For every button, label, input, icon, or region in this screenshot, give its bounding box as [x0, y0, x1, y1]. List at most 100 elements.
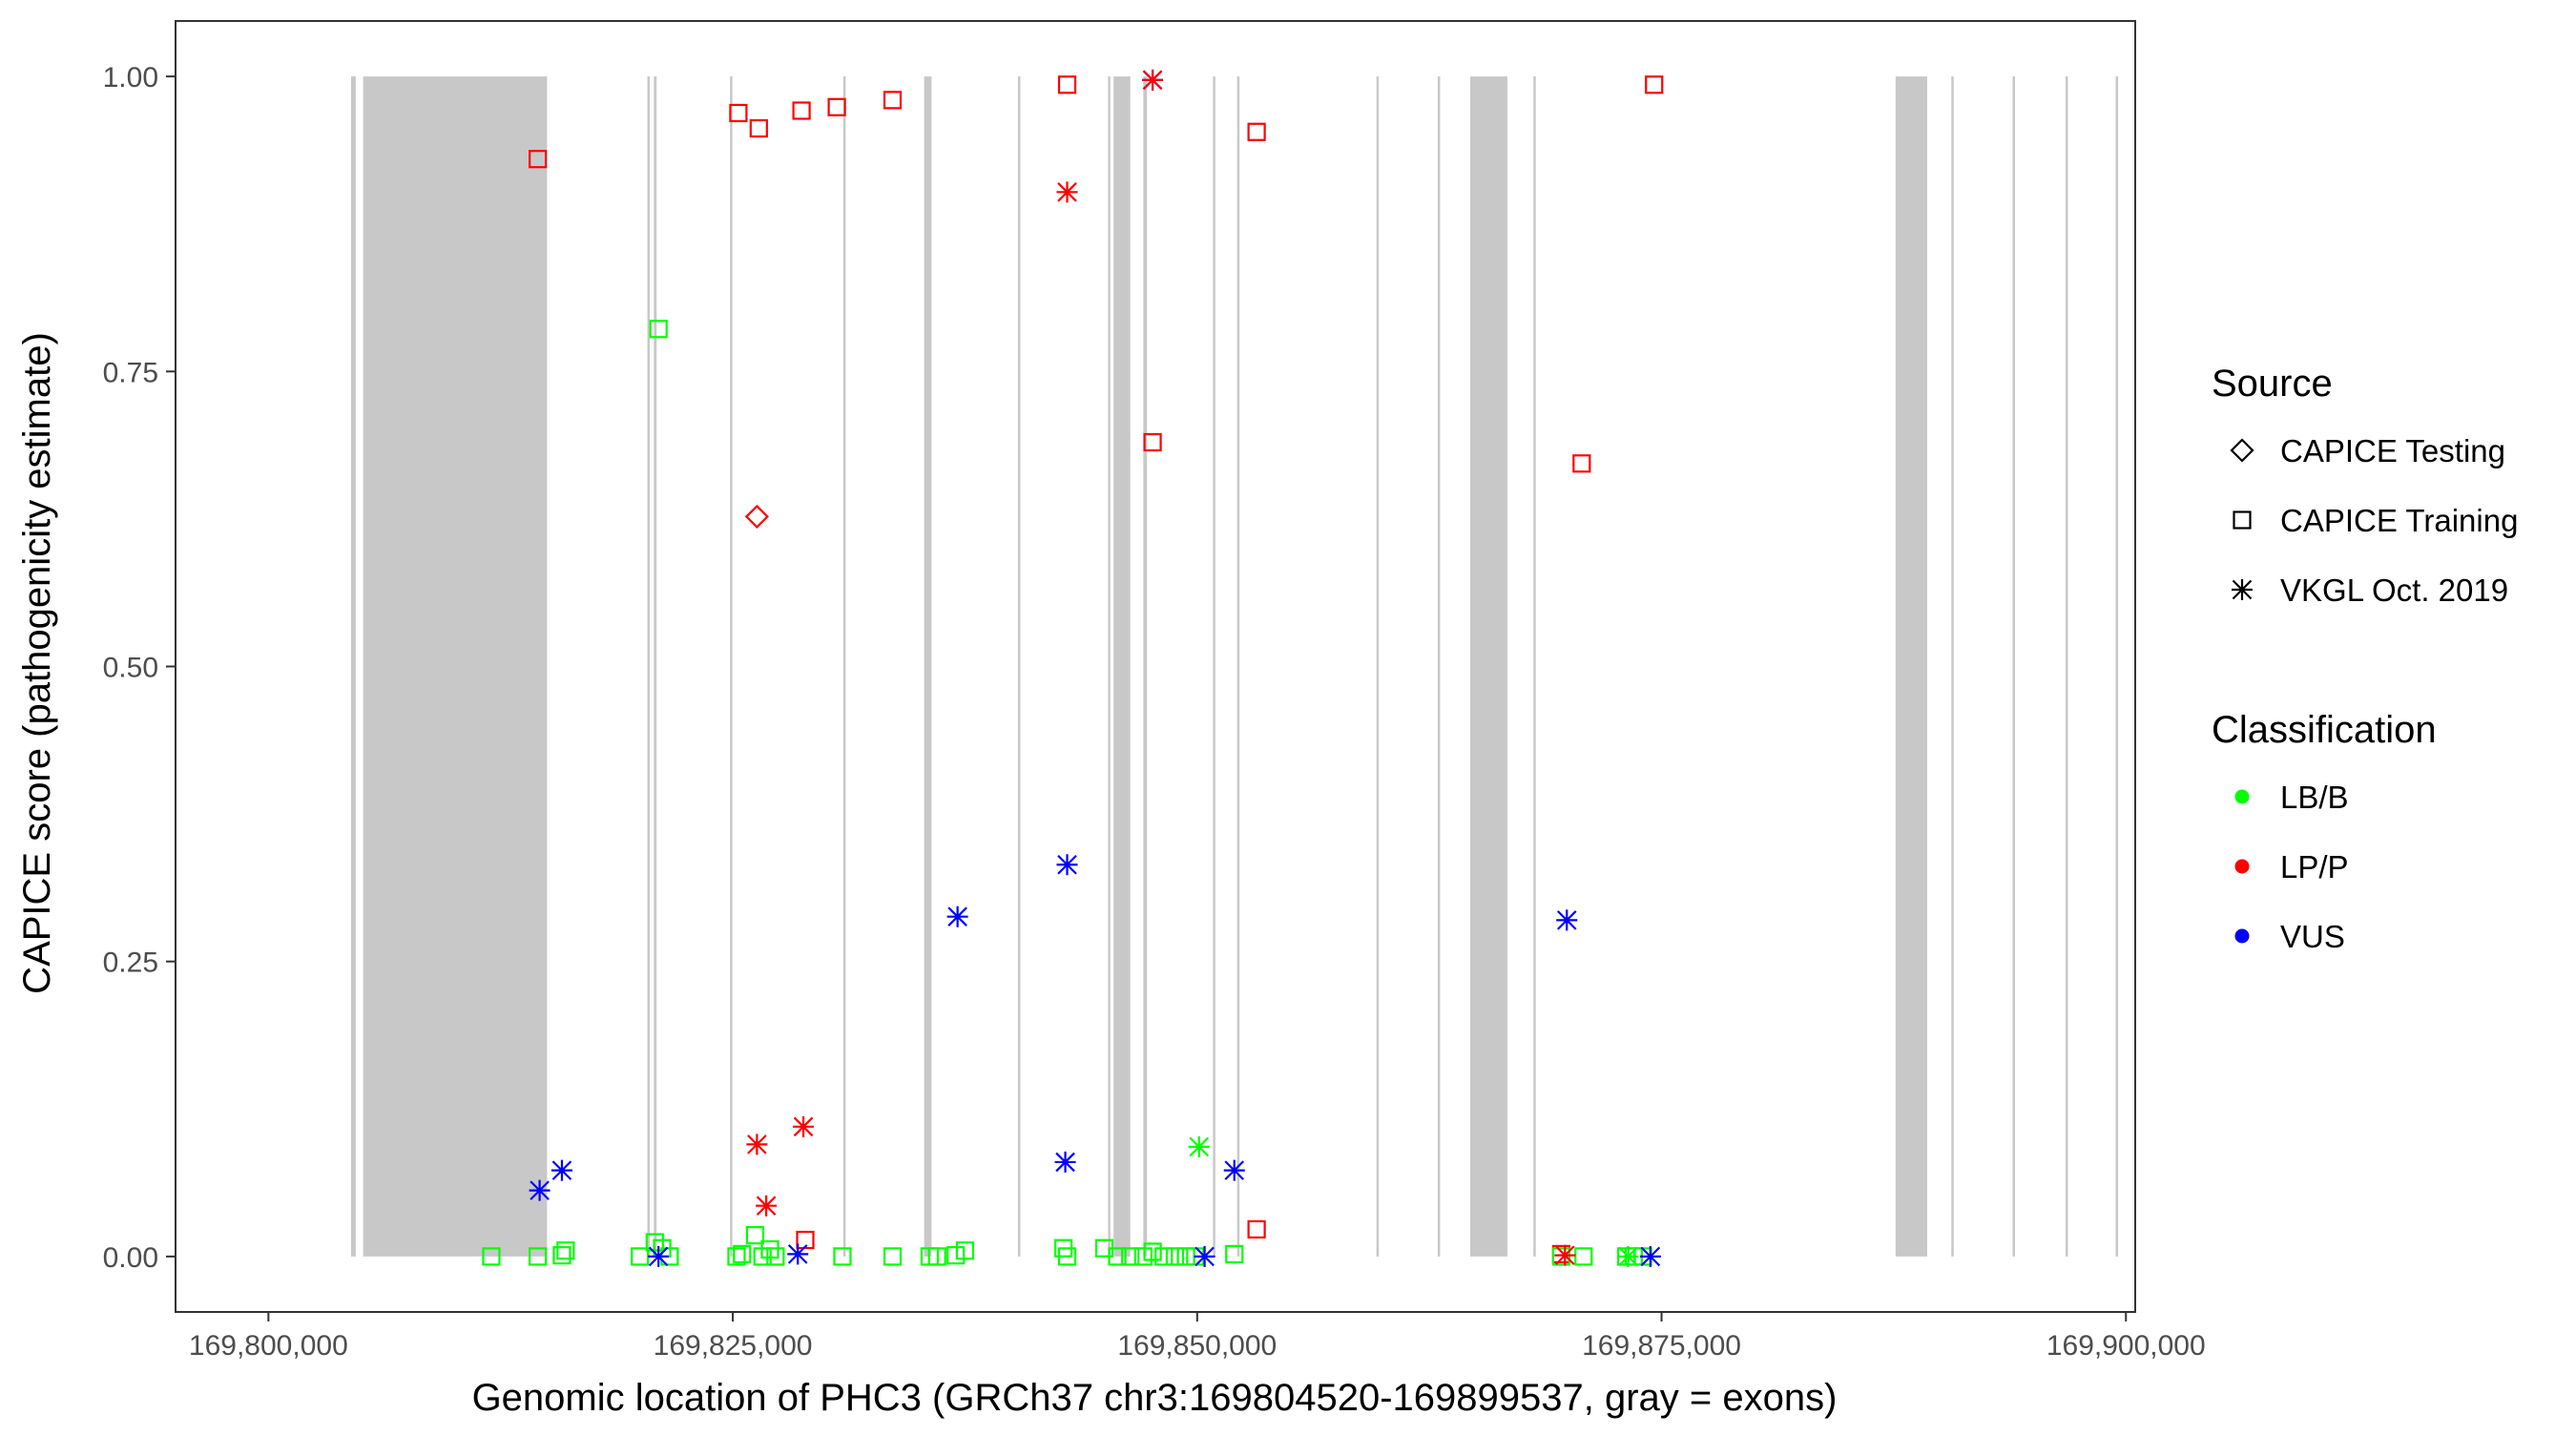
point-diamond-0-diamond: [744, 504, 769, 529]
exon-band-17: [1895, 76, 1927, 1257]
point-asterisk-4-asterisk: [946, 905, 968, 927]
point-square-48: [1574, 1247, 1593, 1266]
point-asterisk-8-asterisk: [756, 1195, 778, 1217]
point-asterisk-3-asterisk: [1056, 854, 1078, 876]
legend-key-source-1: [2233, 510, 2252, 530]
point-square-9-square: [1143, 432, 1162, 452]
legend-key-source-1-square: [2233, 510, 2252, 530]
point-asterisk-10: [1054, 1151, 1076, 1173]
point-asterisk-9: [1188, 1135, 1210, 1157]
point-asterisk-15-asterisk: [787, 1243, 809, 1265]
point-square-10-square: [1572, 454, 1591, 473]
point-square-25: [745, 1226, 765, 1245]
point-square-47: [1551, 1247, 1571, 1266]
legend-class-title: Classification: [2212, 709, 2437, 751]
legend-label-vus: VUS: [2280, 919, 2345, 954]
plot-panel-border: [175, 20, 2136, 1313]
point-square-32-square: [927, 1247, 946, 1266]
point-square-14: [649, 320, 668, 339]
point-asterisk-6: [746, 1134, 768, 1155]
point-asterisk-5: [1556, 909, 1578, 931]
point-asterisk-17: [1554, 1244, 1576, 1266]
point-asterisk-8: [756, 1195, 778, 1217]
point-asterisk-7: [793, 1115, 815, 1137]
y-tick-label-3: 0.75: [103, 357, 158, 388]
point-square-6-square: [1057, 75, 1077, 94]
legend-key-source-0: [2230, 438, 2254, 463]
point-asterisk-10-asterisk: [1054, 1151, 1076, 1173]
point-asterisk-7-asterisk: [793, 1115, 815, 1137]
point-asterisk-6-asterisk: [746, 1134, 768, 1155]
point-square-33: [946, 1246, 966, 1265]
point-square-41: [1143, 1242, 1162, 1261]
exon-band-0: [350, 76, 356, 1257]
exon-band-15: [1470, 76, 1507, 1257]
point-square-46-square: [1225, 1244, 1244, 1263]
exon-band-13: [1376, 76, 1380, 1257]
point-square-28: [766, 1247, 785, 1266]
x-tick-label-0: 169,800,000: [189, 1330, 348, 1362]
point-square-36-square: [1057, 1247, 1077, 1266]
x-tick-label-2: 169,850,000: [1117, 1330, 1277, 1362]
point-square-5-square: [883, 91, 903, 110]
point-asterisk-13-asterisk: [551, 1159, 572, 1181]
point-square-7: [1247, 122, 1266, 141]
point-asterisk-16: [1194, 1245, 1215, 1267]
exon-band-4: [730, 76, 733, 1257]
point-square-43-square: [1165, 1247, 1185, 1266]
x-tick-label-4: 169,900,000: [2046, 1330, 2206, 1362]
point-asterisk-16-asterisk: [1194, 1245, 1215, 1267]
point-asterisk-1-asterisk: [1142, 69, 1164, 91]
point-asterisk-14: [648, 1245, 670, 1267]
point-square-43: [1165, 1247, 1185, 1266]
point-square-2: [749, 118, 768, 138]
legend-key-class-0-dot: [2234, 789, 2250, 804]
point-square-18-square: [556, 1241, 575, 1260]
point-square-10: [1572, 454, 1591, 473]
exon-band-2: [647, 76, 651, 1257]
legend-label-lpp: LP/P: [2280, 849, 2349, 884]
point-square-40: [1133, 1247, 1153, 1266]
legend-key-class-0: [2234, 789, 2250, 804]
point-square-48-square: [1574, 1247, 1593, 1266]
point-square-34: [955, 1241, 975, 1260]
point-square-47-square: [1551, 1247, 1571, 1266]
point-asterisk-3: [1056, 854, 1078, 876]
exon-band-19: [2012, 76, 2016, 1257]
x-tick-label-1: 169,825,000: [654, 1330, 813, 1362]
point-square-23: [727, 1247, 746, 1266]
point-square-2-square: [749, 118, 768, 138]
legend-key-class-2: [2234, 928, 2250, 944]
y-tick-label-4: 1.00: [103, 62, 158, 94]
point-square-32: [927, 1247, 946, 1266]
point-square-6: [1057, 75, 1077, 94]
exon-band-21: [2115, 76, 2119, 1257]
legend-label-capice-training: CAPICE Training: [2280, 503, 2518, 538]
y-tick-label-1: 0.25: [103, 947, 158, 979]
point-square-38-square: [1108, 1247, 1127, 1266]
point-square-30-square: [883, 1247, 903, 1266]
point-square-11-square: [1247, 1219, 1266, 1239]
point-square-42: [1154, 1247, 1174, 1266]
x-axis-title: Genomic location of PHC3 (GRCh37 chr3:16…: [472, 1377, 1838, 1419]
exon-layer: [350, 76, 2119, 1257]
exon-band-18: [1951, 76, 1954, 1257]
point-square-16: [529, 1247, 548, 1266]
x-tick-label-3: 169,875,000: [1582, 1330, 1741, 1362]
point-square-11: [1247, 1219, 1266, 1239]
legend-source-keys: [2230, 438, 2254, 600]
point-asterisk-11-asterisk: [1223, 1159, 1245, 1181]
point-square-29: [833, 1247, 852, 1266]
point-square-1-square: [729, 103, 748, 123]
point-square-30: [883, 1247, 903, 1266]
point-square-4-square: [827, 97, 846, 116]
point-asterisk-19: [1639, 1245, 1661, 1267]
y-axis-title: CAPICE score (pathogenicity estimate): [16, 332, 58, 994]
legend-label-lbb: LB/B: [2280, 780, 2349, 815]
point-square-9: [1143, 432, 1162, 452]
point-asterisk-1: [1142, 69, 1164, 91]
exon-band-16: [1533, 76, 1536, 1257]
point-square-15: [482, 1247, 501, 1266]
legend-label-vkgl: VKGL Oct. 2019: [2280, 572, 2508, 608]
exon-band-20: [2065, 76, 2068, 1257]
